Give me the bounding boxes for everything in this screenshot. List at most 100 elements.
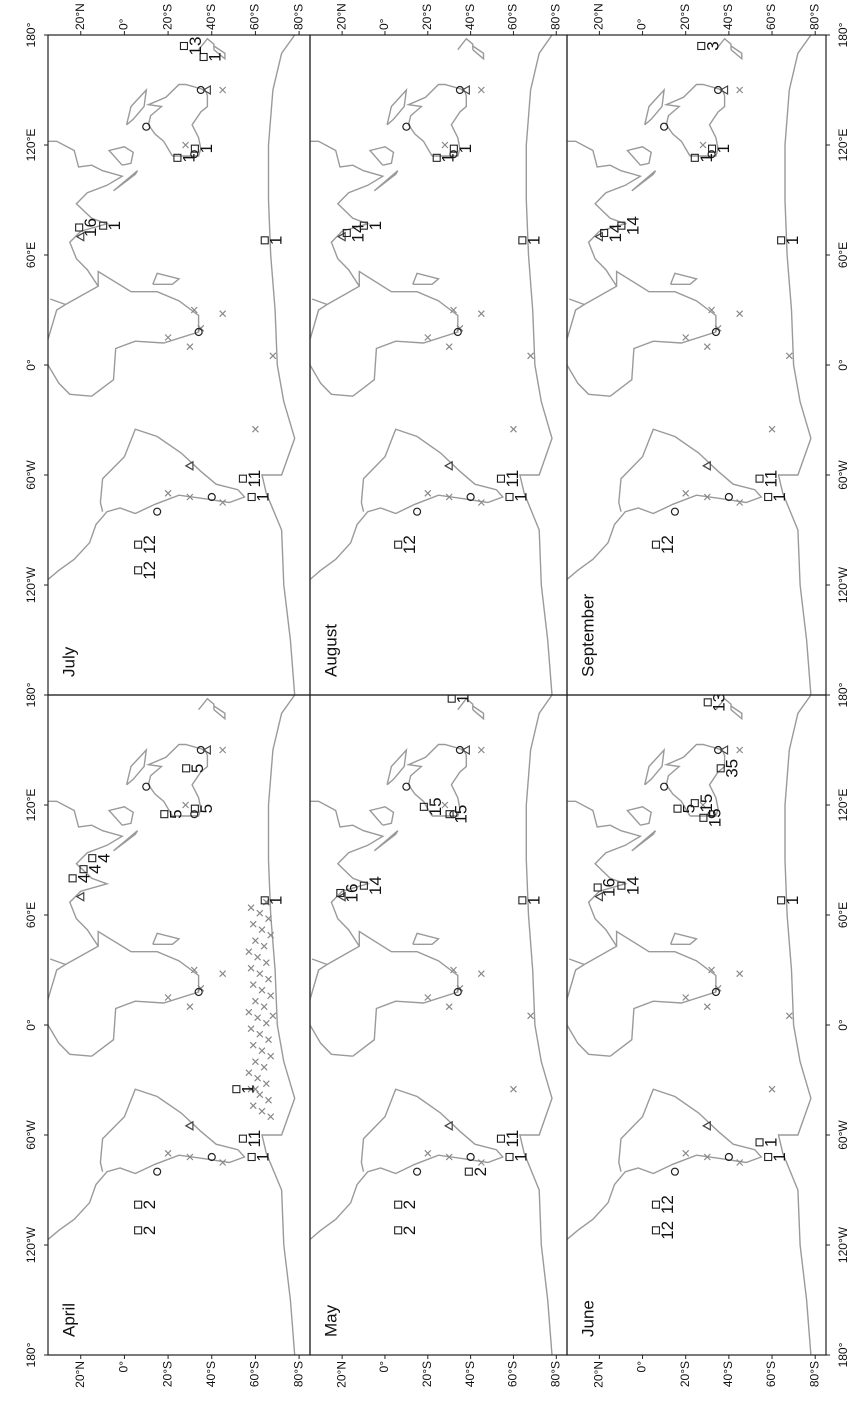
circle-marker — [670, 507, 680, 516]
panel-frame — [566, 34, 827, 696]
count-label: 15 — [426, 797, 445, 816]
circle-marker — [466, 1152, 475, 1162]
cross-marker — [256, 1091, 264, 1099]
count-label: 16 — [81, 218, 100, 237]
count-label: 5 — [166, 809, 185, 818]
coastline — [405, 743, 467, 817]
lat-tick-label: 20°N — [592, 1361, 606, 1388]
coastline — [373, 170, 399, 192]
lat-tick-label: 60°S — [764, 1361, 778, 1387]
lat-tick-label: 20°S — [160, 4, 174, 30]
panel-title: July — [59, 646, 78, 677]
coastline — [311, 958, 328, 966]
count-label: 12 — [140, 561, 159, 580]
square-marker — [697, 41, 706, 51]
cross-marker — [164, 334, 172, 341]
coastline — [405, 83, 467, 157]
cross-marker — [450, 306, 457, 314]
coastline — [644, 747, 666, 786]
square-marker — [359, 881, 368, 890]
square-marker — [247, 1152, 256, 1162]
lon-tick-label: 120°E — [24, 789, 38, 822]
circle-marker — [660, 782, 669, 791]
count-label: 15 — [697, 794, 716, 813]
count-label: 11 — [503, 1130, 522, 1148]
count-label: 11 — [762, 470, 781, 488]
cross-marker — [245, 948, 253, 956]
count-label: 1 — [697, 153, 716, 162]
coastline — [567, 930, 717, 1057]
cross-marker — [254, 1074, 262, 1082]
cross-marker — [736, 499, 744, 506]
triangle-marker — [702, 1120, 711, 1131]
coastline — [567, 800, 643, 947]
lon-tick-label: 0° — [836, 1019, 850, 1031]
circle-marker — [453, 327, 462, 337]
cross-marker — [256, 970, 264, 978]
count-label: 14 — [606, 224, 625, 243]
coastline — [125, 747, 148, 786]
square-marker — [673, 804, 682, 813]
cross-marker — [708, 306, 716, 314]
cross-marker — [527, 352, 535, 360]
lon-tick-label: 120°E — [24, 129, 38, 162]
square-marker — [699, 813, 708, 822]
square-marker — [755, 1138, 764, 1147]
coastline — [48, 1088, 246, 1242]
cross-marker — [456, 324, 464, 332]
count-label: 2 — [400, 1200, 419, 1209]
count-label: 13 — [710, 693, 729, 712]
cross-marker — [714, 324, 722, 332]
cross-marker — [251, 1058, 259, 1066]
panel-title: May — [321, 1304, 340, 1337]
lat-tick-label: 40°S — [463, 4, 477, 30]
count-label: 4 — [86, 864, 105, 873]
coastline — [213, 705, 226, 721]
coastline — [145, 743, 209, 817]
cross-marker — [456, 984, 464, 992]
coastline — [457, 37, 474, 51]
lon-tick-label: 120°E — [836, 789, 850, 822]
circle-marker — [142, 122, 151, 131]
lat-tick-label: 60°S — [506, 4, 520, 30]
lat-tick-label: 60°S — [506, 1361, 520, 1387]
count-label: 1 — [454, 694, 473, 703]
coastline — [145, 83, 209, 157]
coastline — [113, 830, 139, 852]
coastline — [49, 958, 66, 966]
count-label: 1 — [512, 492, 531, 501]
cross-marker — [258, 926, 266, 934]
lat-tick-label: 40°S — [204, 4, 218, 30]
triangle-marker — [594, 891, 603, 902]
lon-tick-label: 180° — [24, 22, 38, 47]
square-marker — [190, 144, 199, 153]
count-label: 11 — [245, 470, 264, 488]
triangle-marker — [461, 744, 470, 756]
square-marker — [260, 236, 269, 245]
cross-marker — [510, 425, 517, 433]
cross-marker — [190, 306, 198, 314]
lat-tick-label: 20°S — [420, 1361, 434, 1387]
circle-marker — [402, 122, 411, 131]
square-marker — [342, 228, 351, 238]
cross-marker — [186, 343, 194, 351]
lon-tick-label: 60°E — [836, 242, 850, 268]
circle-marker — [190, 150, 199, 159]
cross-marker — [424, 1149, 432, 1157]
coastline — [567, 140, 643, 287]
square-marker — [518, 896, 527, 905]
cross-marker — [251, 997, 259, 1005]
lon-tick-label: 180° — [836, 22, 850, 47]
lon-tick-label: 60°W — [24, 460, 38, 490]
coastline — [568, 958, 585, 966]
count-label: 1 — [783, 896, 802, 905]
coastline — [567, 270, 717, 397]
cross-marker — [247, 1085, 255, 1093]
lat-tick-label: 80°S — [807, 1361, 821, 1387]
cross-marker — [249, 1102, 257, 1110]
triangle-marker — [702, 460, 711, 471]
cross-marker — [736, 970, 744, 978]
square-marker — [238, 1134, 247, 1143]
cross-marker — [219, 499, 227, 506]
